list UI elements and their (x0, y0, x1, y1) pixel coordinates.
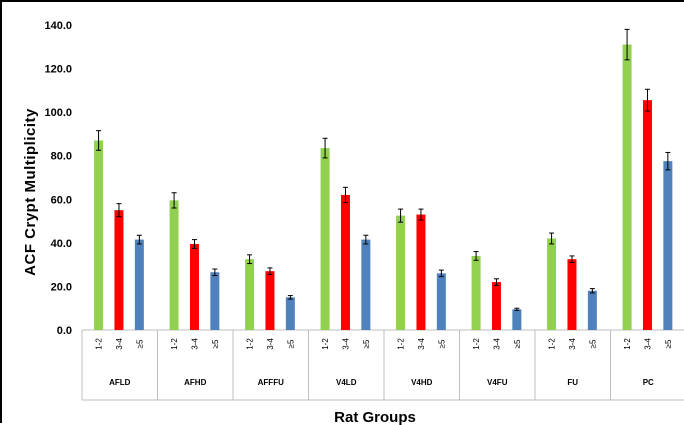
bar (416, 214, 426, 330)
x-sub-label: ≥5 (513, 339, 522, 348)
group-label: AFHD (184, 378, 206, 387)
bar (547, 238, 557, 330)
x-sub-label: 3-4 (341, 338, 350, 350)
y-axis-title: ACF Crypt Multiplicity (22, 108, 39, 276)
y-tick-label: 0.0 (57, 325, 72, 337)
bar (567, 259, 577, 330)
group-label: FU (567, 378, 578, 387)
bar (622, 44, 632, 330)
bar (663, 161, 673, 330)
x-sub-label: ≥5 (211, 339, 220, 348)
x-sub-label: 3-4 (190, 338, 199, 350)
x-sub-label: 1-2 (472, 338, 481, 350)
x-sub-label: 1-2 (170, 338, 179, 350)
bar (265, 271, 275, 330)
y-tick-label: 80.0 (51, 151, 72, 163)
bar (245, 259, 255, 330)
group-label: AFLD (109, 378, 131, 387)
y-tick-label: 120.0 (44, 64, 72, 76)
group-label: V4HD (411, 378, 433, 387)
bar (436, 273, 446, 330)
bar (285, 297, 295, 330)
x-sub-label: 3-4 (568, 338, 577, 350)
x-sub-label: 1-2 (548, 338, 557, 350)
x-sub-label: ≥5 (664, 339, 673, 348)
x-sub-label: ≥5 (135, 339, 144, 348)
x-sub-label: 3-4 (643, 338, 652, 350)
x-axis-title: Rat Groups (334, 409, 416, 425)
bar (361, 239, 371, 330)
bar (169, 200, 179, 330)
x-sub-label: 1-2 (246, 338, 255, 350)
bar (340, 194, 350, 330)
bar (114, 210, 124, 330)
group-label: AFFFU (258, 378, 284, 387)
bar (210, 272, 220, 330)
x-sub-label: ≥5 (362, 339, 371, 348)
x-sub-label: ≥5 (588, 339, 597, 348)
bar (134, 239, 144, 330)
y-tick-label: 40.0 (51, 238, 72, 250)
bar (320, 148, 330, 330)
bar (94, 140, 104, 330)
x-sub-label: 3-4 (492, 338, 501, 350)
x-sub-label: 3-4 (115, 338, 124, 350)
group-label: PC (643, 378, 654, 387)
bar (587, 290, 597, 330)
bar (396, 215, 406, 330)
x-sub-label: 1-2 (321, 338, 330, 350)
y-tick-label: 20.0 (51, 281, 72, 293)
x-sub-label: 3-4 (417, 338, 426, 350)
bar (642, 100, 652, 331)
x-sub-label: 1-2 (623, 338, 632, 350)
x-sub-label: ≥5 (286, 339, 295, 348)
bar (491, 282, 501, 330)
bar (471, 255, 481, 330)
group-label: V4LD (336, 378, 357, 387)
x-sub-label: 1-2 (95, 338, 104, 350)
x-sub-label: ≥5 (437, 339, 446, 348)
bar (512, 309, 522, 330)
x-sub-label: 3-4 (266, 338, 275, 350)
y-tick-label: 140.0 (44, 20, 72, 32)
x-sub-label: 1-2 (397, 338, 406, 350)
group-label: V4FU (487, 378, 508, 387)
bar (189, 243, 199, 330)
y-tick-label: 60.0 (51, 194, 72, 206)
y-tick-label: 100.0 (44, 107, 72, 119)
